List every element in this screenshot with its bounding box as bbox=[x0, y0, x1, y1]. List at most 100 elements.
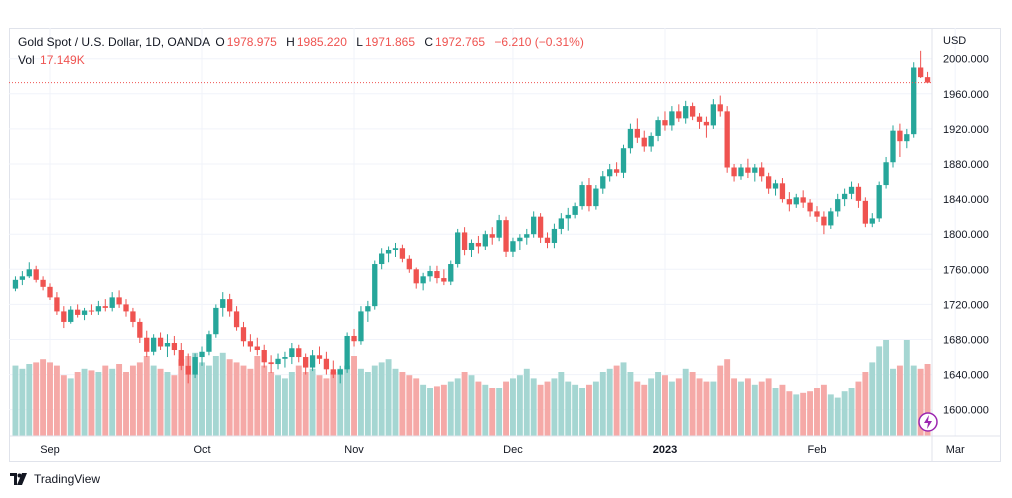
candle-body bbox=[565, 214, 571, 219]
tradingview-footer[interactable]: TradingView bbox=[10, 472, 100, 486]
candlesticks bbox=[12, 50, 931, 384]
candle-body bbox=[800, 197, 806, 203]
symbol-title[interactable]: Gold Spot / U.S. Dollar, 1D, OANDA bbox=[18, 35, 211, 49]
volume-bar bbox=[109, 368, 116, 436]
volume-bar bbox=[330, 372, 337, 436]
candle-body bbox=[620, 148, 627, 173]
volume-bar bbox=[731, 378, 738, 436]
candle-body bbox=[662, 120, 668, 126]
volume-bar bbox=[503, 381, 510, 436]
volume-bar bbox=[88, 370, 95, 436]
volume-bar bbox=[344, 365, 351, 436]
volume-bar bbox=[592, 381, 599, 436]
candle-body bbox=[337, 369, 343, 375]
volume-bar bbox=[219, 352, 226, 436]
volume-bar bbox=[164, 372, 171, 436]
volume-bar bbox=[95, 372, 102, 436]
volume-bar bbox=[675, 378, 682, 436]
volume-value: 17.149K bbox=[40, 53, 85, 67]
candle-body bbox=[116, 297, 122, 305]
price-chart[interactable]: 1600.000 1640.000 1680.000 1720.000 1760.000… bbox=[0, 0, 1012, 470]
volume-bar bbox=[454, 378, 461, 436]
volume-bar bbox=[814, 388, 820, 436]
candle-body bbox=[385, 249, 392, 254]
candle-body bbox=[731, 167, 737, 177]
volume-bar bbox=[378, 362, 385, 436]
volume-bar bbox=[717, 365, 724, 436]
high-value: 1985.220 bbox=[296, 35, 347, 49]
volume-bar bbox=[841, 391, 848, 436]
candle-body bbox=[510, 241, 516, 252]
candle-body bbox=[206, 334, 212, 352]
volume-bar bbox=[233, 362, 240, 436]
price-tick-label: 1800.000 bbox=[943, 229, 989, 241]
volume-bar bbox=[199, 362, 205, 436]
candle-body bbox=[724, 111, 730, 168]
candle-body bbox=[745, 167, 751, 173]
price-tick-label: 1680.000 bbox=[943, 334, 989, 346]
close-label: C bbox=[424, 35, 434, 49]
volume-bar bbox=[102, 365, 109, 436]
volume-bar bbox=[47, 362, 53, 436]
volume-bar bbox=[558, 372, 565, 436]
volume-bar bbox=[205, 365, 212, 436]
candle-body bbox=[137, 321, 143, 338]
candle-body bbox=[482, 234, 488, 247]
candle-body bbox=[316, 355, 323, 359]
volume-bar bbox=[544, 381, 551, 436]
candle-body bbox=[717, 104, 723, 112]
candle-body bbox=[351, 335, 357, 342]
candle-body bbox=[26, 269, 32, 277]
change-value: −6.210 (−0.31%) bbox=[494, 35, 584, 49]
candle-body bbox=[841, 193, 848, 200]
candle-body bbox=[807, 202, 813, 212]
volume-bar bbox=[288, 372, 295, 436]
candle-body bbox=[676, 111, 682, 119]
replay-badge-icon[interactable] bbox=[918, 412, 938, 432]
candle-body bbox=[752, 167, 758, 173]
candle-body bbox=[296, 348, 302, 358]
volume-bar bbox=[551, 378, 558, 436]
volume-bar bbox=[468, 375, 475, 436]
candle-body bbox=[607, 169, 613, 177]
candle-body bbox=[275, 358, 281, 365]
volume-bar bbox=[440, 384, 447, 436]
candle-body bbox=[703, 121, 710, 126]
volume-bar bbox=[295, 365, 302, 436]
volume-bar bbox=[510, 378, 516, 436]
volume-bar bbox=[351, 356, 357, 436]
high-label: H bbox=[286, 35, 295, 49]
candle-body bbox=[648, 135, 654, 147]
candle-body bbox=[109, 297, 115, 308]
volume-bar bbox=[309, 368, 316, 436]
volume-bar bbox=[254, 356, 261, 436]
volume-bar bbox=[123, 372, 129, 436]
time-tick-label: Oct bbox=[193, 444, 210, 456]
volume-bar bbox=[620, 362, 627, 436]
candle-body bbox=[475, 242, 482, 247]
candle-body bbox=[517, 237, 523, 242]
volume-bar bbox=[143, 356, 150, 436]
volume-bar bbox=[268, 372, 275, 436]
candle-body bbox=[372, 264, 378, 307]
volume-label[interactable]: Vol bbox=[18, 53, 35, 67]
volume-bar bbox=[710, 381, 717, 436]
open-value: 1978.975 bbox=[226, 35, 277, 49]
currency-label[interactable]: USD bbox=[943, 35, 967, 47]
volume-bar bbox=[178, 359, 185, 436]
candle-body bbox=[551, 228, 558, 243]
candle-body bbox=[641, 137, 647, 147]
candle-body bbox=[95, 306, 102, 312]
candle-body bbox=[696, 116, 703, 122]
symbol-legend: Gold Spot / U.S. Dollar, 1D, OANDA O 1978… bbox=[18, 35, 590, 49]
open-label: O bbox=[215, 35, 225, 49]
volume-bar bbox=[579, 388, 586, 436]
volume-bar bbox=[689, 372, 696, 436]
price-axis: 1600.000 1640.000 1680.000 1720.000 1760.000… bbox=[943, 54, 989, 417]
volume-bar bbox=[12, 365, 19, 436]
volume-bar bbox=[129, 365, 136, 436]
volume-bar bbox=[171, 375, 178, 436]
volume-bar bbox=[316, 375, 323, 436]
candle-body bbox=[917, 67, 924, 78]
candle-body bbox=[171, 342, 178, 351]
